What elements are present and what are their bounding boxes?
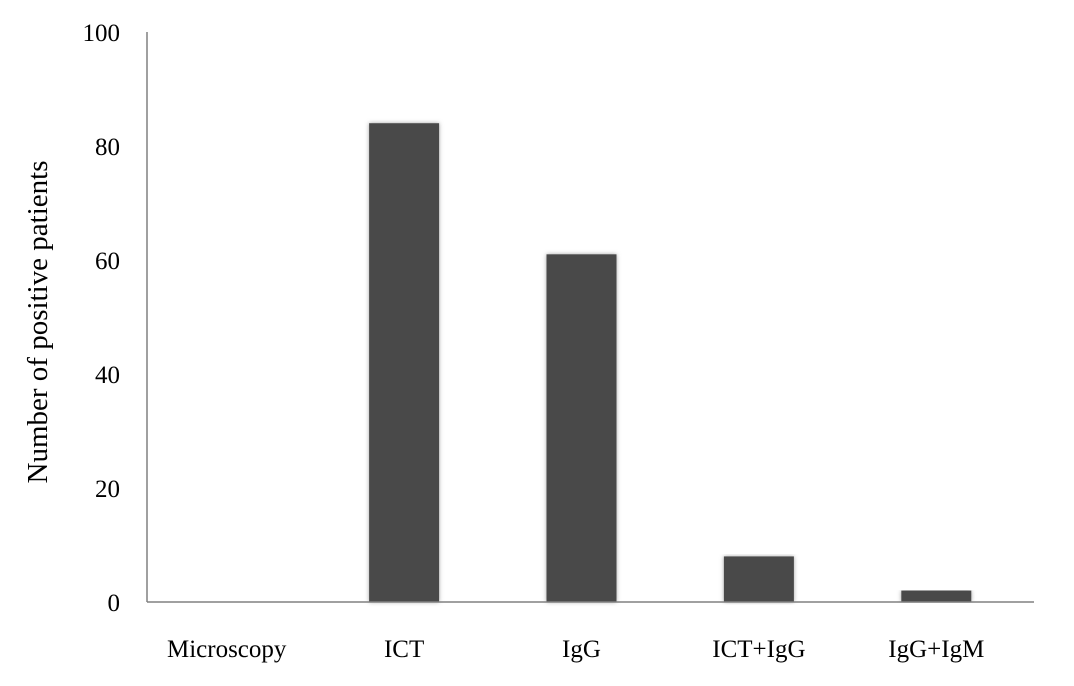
category-label: IgG — [562, 636, 601, 663]
bar — [901, 590, 972, 602]
y-axis-title: Number of positive patients — [22, 161, 54, 484]
y-tick-label: 80 — [95, 134, 120, 161]
bar — [546, 254, 617, 603]
y-tick-label: 20 — [95, 476, 120, 503]
category-label: Microscopy — [167, 636, 287, 663]
bars-layer — [369, 123, 972, 603]
y-tick-label: 40 — [95, 362, 120, 389]
y-tick-label: 0 — [108, 590, 121, 617]
y-tick-label: 60 — [95, 248, 120, 275]
category-labels: Microscopy ICT IgG ICT+IgG IgG+IgM — [167, 636, 984, 663]
category-label: IgG+IgM — [888, 636, 984, 663]
y-tick-labels: 0 20 40 60 80 100 — [83, 20, 121, 617]
category-label: ICT — [384, 636, 424, 663]
category-label: ICT+IgG — [712, 636, 805, 663]
y-tick-label: 100 — [83, 20, 121, 47]
bar — [369, 123, 440, 602]
bar — [723, 556, 794, 602]
